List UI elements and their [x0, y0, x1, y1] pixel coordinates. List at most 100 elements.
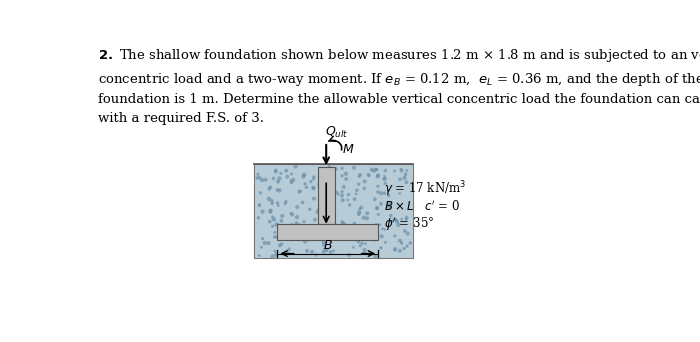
Point	[372, 184, 384, 189]
Point	[320, 233, 331, 238]
Point	[337, 189, 348, 194]
Point	[278, 223, 289, 228]
Point	[371, 225, 382, 231]
Point	[276, 241, 287, 247]
Point	[253, 203, 265, 209]
Point	[253, 253, 265, 258]
Point	[372, 174, 383, 179]
Point	[395, 176, 406, 182]
Text: $B \times L$   $c'$ = 0: $B \times L$ $c'$ = 0	[384, 199, 459, 214]
Point	[369, 237, 380, 243]
Point	[272, 187, 283, 193]
Text: $Q_{ult}$: $Q_{ult}$	[325, 125, 348, 140]
Point	[274, 188, 285, 193]
Point	[308, 176, 319, 182]
Point	[354, 172, 365, 178]
Point	[265, 209, 276, 214]
Point	[362, 224, 373, 229]
Point	[344, 252, 355, 258]
Point	[329, 221, 340, 226]
Point	[331, 190, 342, 195]
Point	[402, 231, 413, 236]
Point	[297, 200, 308, 205]
Point	[370, 167, 382, 172]
Point	[308, 186, 319, 191]
Point	[309, 217, 321, 222]
Point	[318, 185, 329, 190]
Point	[323, 206, 334, 212]
Point	[342, 197, 354, 203]
Point	[363, 172, 374, 177]
Point	[291, 214, 302, 220]
Point	[267, 200, 278, 206]
Bar	[318, 167, 335, 224]
Point	[294, 222, 305, 228]
Point	[393, 222, 404, 227]
Point	[270, 168, 281, 173]
Point	[290, 163, 301, 169]
Point	[318, 239, 330, 244]
Point	[260, 177, 271, 183]
Point	[267, 224, 278, 229]
Point	[385, 213, 396, 219]
Point	[353, 181, 364, 187]
Point	[372, 173, 384, 178]
Point	[257, 177, 268, 183]
Point	[314, 207, 325, 212]
Point	[330, 166, 342, 172]
Point	[294, 189, 305, 194]
Point	[372, 205, 383, 211]
Point	[368, 168, 379, 173]
Point	[389, 168, 400, 174]
Point	[394, 238, 405, 244]
Point	[379, 190, 390, 196]
Point	[326, 206, 337, 212]
Point	[316, 183, 327, 188]
Point	[391, 218, 402, 223]
Point	[281, 174, 293, 180]
Point	[324, 164, 335, 170]
Point	[378, 176, 389, 182]
Point	[348, 245, 359, 250]
Point	[341, 234, 352, 239]
Point	[363, 173, 374, 178]
Point	[310, 252, 321, 258]
Point	[314, 220, 326, 225]
Point	[320, 236, 331, 241]
Point	[256, 245, 267, 250]
Point	[401, 168, 412, 173]
Point	[321, 198, 332, 203]
Point	[286, 222, 297, 228]
Point	[323, 201, 335, 206]
Point	[272, 234, 283, 239]
Point	[326, 249, 337, 255]
Point	[296, 236, 307, 241]
Point	[344, 202, 355, 208]
Point	[257, 236, 268, 241]
Point	[326, 221, 337, 226]
Point	[301, 185, 312, 190]
Point	[337, 173, 348, 179]
Bar	[277, 224, 378, 240]
Point	[371, 167, 382, 172]
Text: $M$: $M$	[342, 143, 354, 156]
Point	[292, 204, 303, 210]
Text: $\mathbf{2.}$ The shallow foundation shown below measures 1.2 m × 1.8 m and is s: $\mathbf{2.}$ The shallow foundation sho…	[98, 47, 700, 125]
Point	[265, 185, 276, 190]
Point	[384, 201, 395, 207]
Point	[354, 210, 365, 215]
Point	[365, 227, 377, 232]
Point	[379, 176, 391, 182]
Point	[383, 193, 394, 198]
Point	[298, 174, 309, 179]
Point	[274, 175, 285, 181]
Point	[304, 207, 315, 212]
Point	[328, 248, 339, 253]
Point	[318, 205, 330, 210]
Point	[318, 249, 329, 255]
Point	[390, 247, 401, 252]
Point	[401, 215, 412, 221]
Point	[344, 235, 356, 240]
Point	[341, 176, 352, 182]
Point	[354, 207, 365, 212]
